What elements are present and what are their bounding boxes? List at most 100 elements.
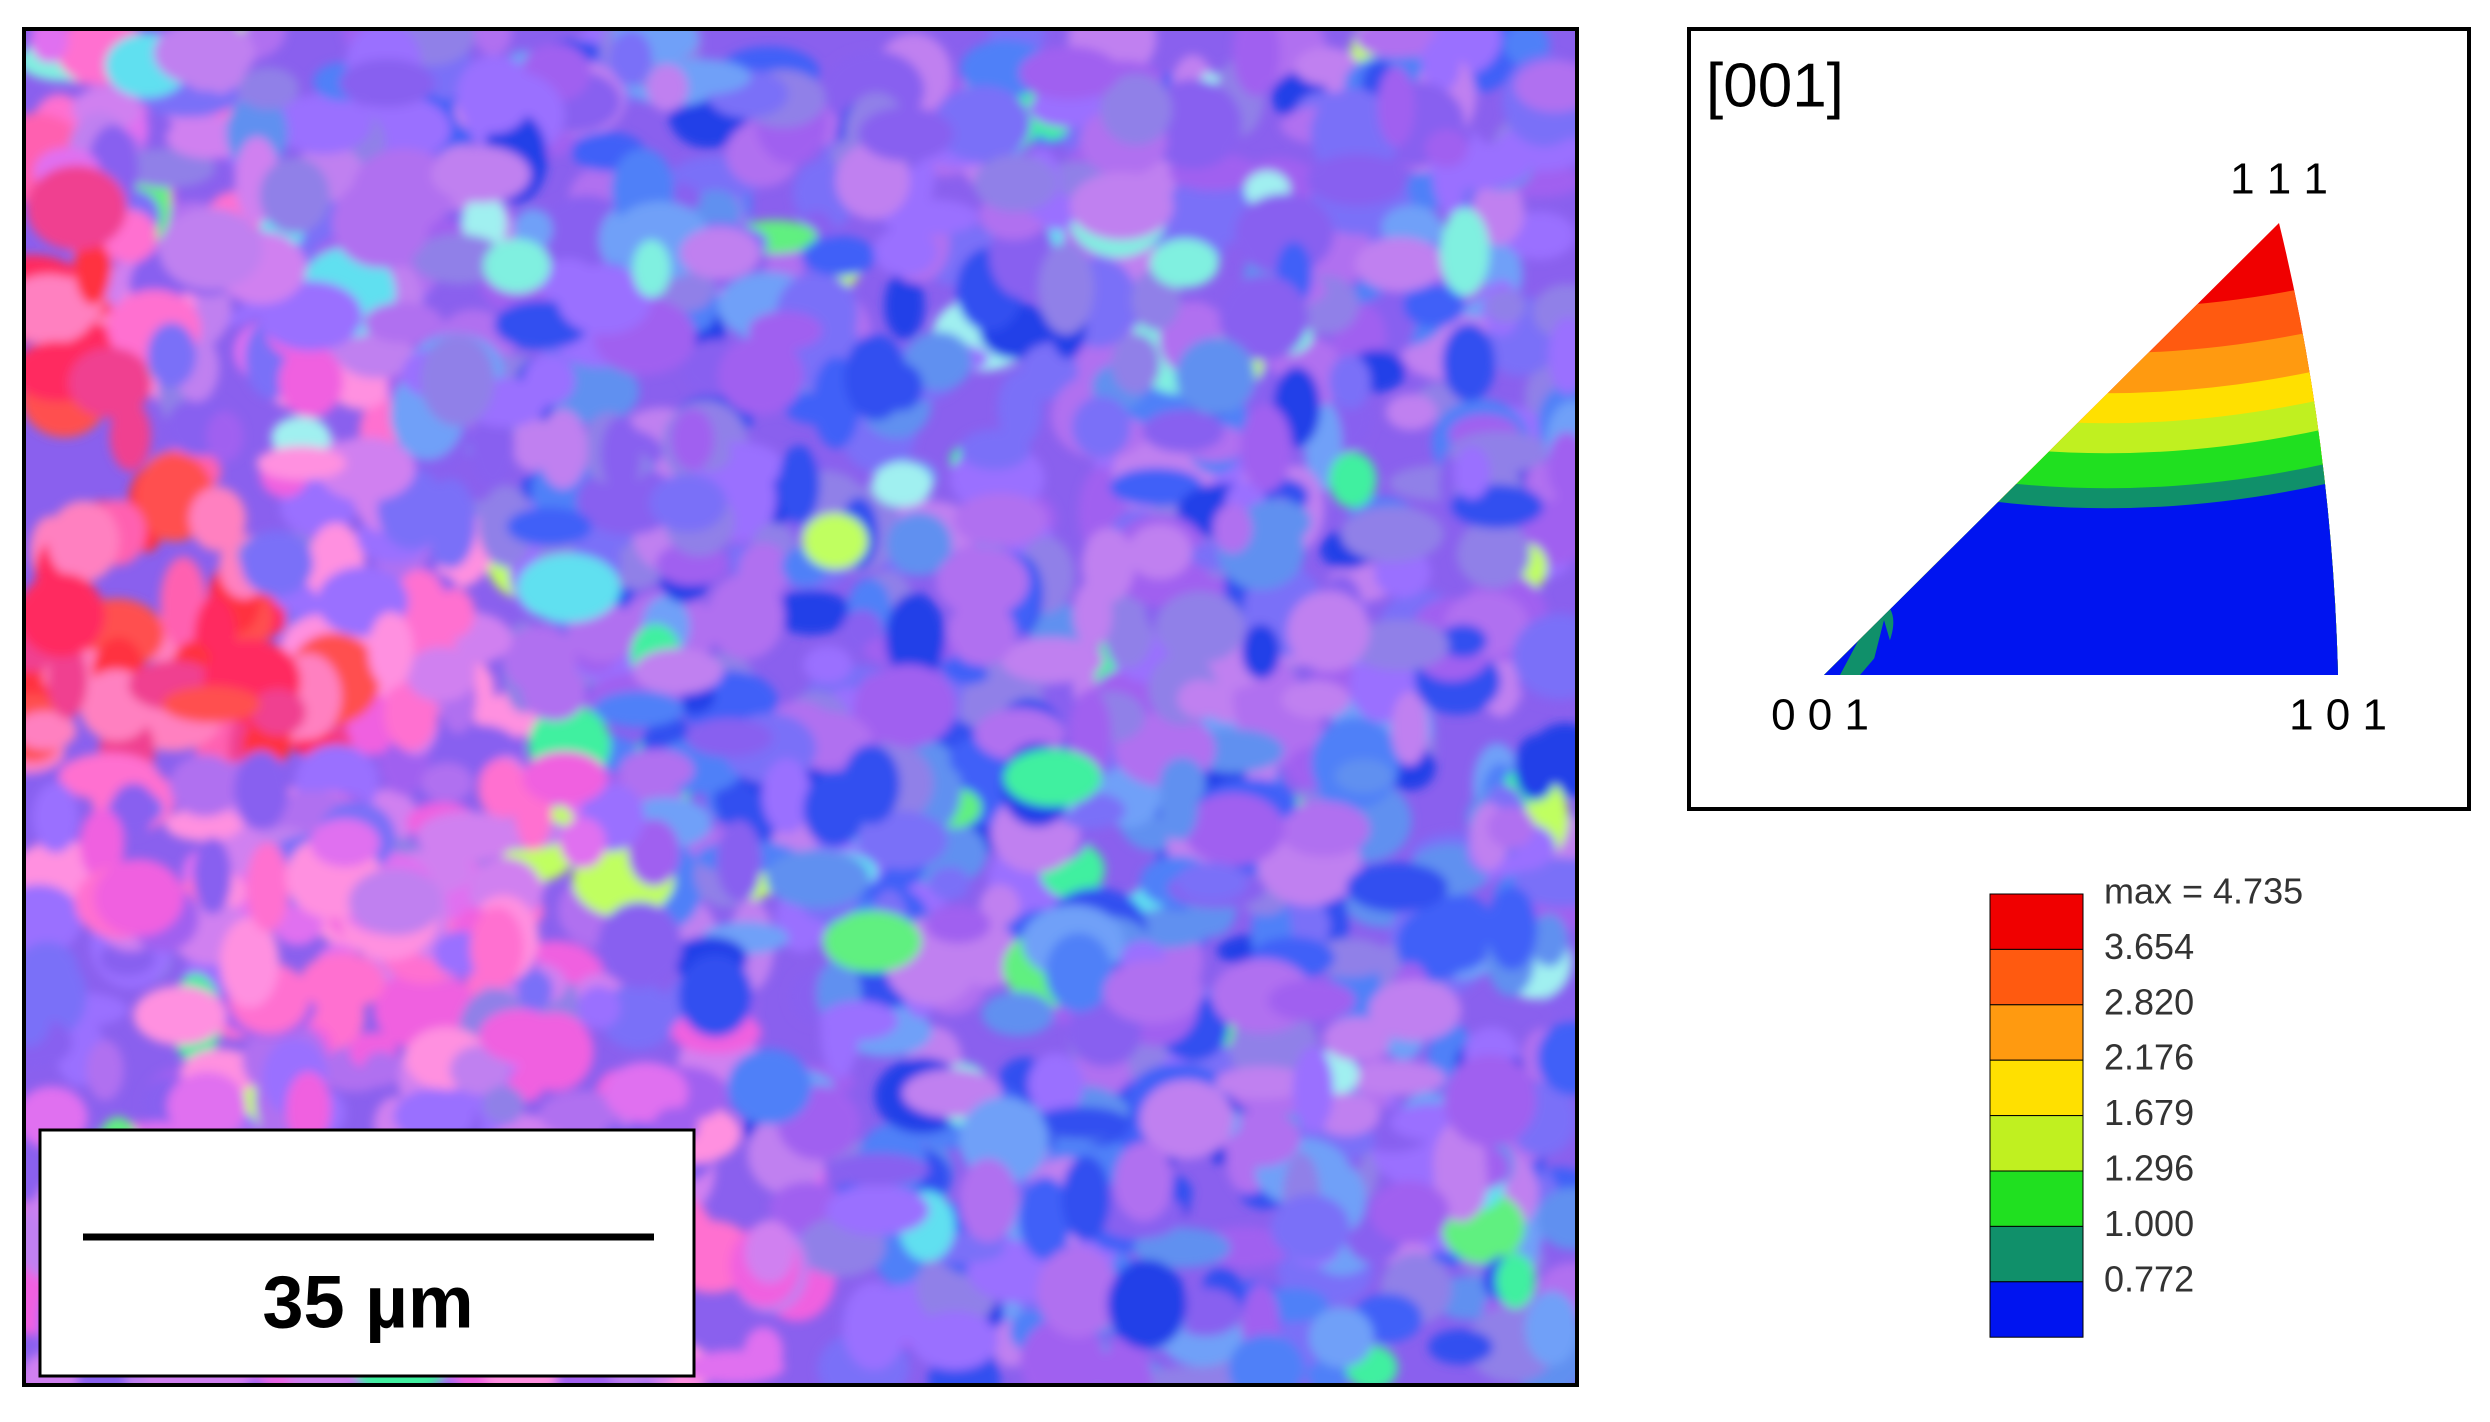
grain [1003,748,1102,807]
grain [539,1090,626,1138]
grain [947,600,1016,666]
grain [1028,1053,1084,1116]
grain [1069,172,1174,241]
grain [1514,734,1557,801]
grain [449,1045,510,1095]
grain [1214,1066,1312,1100]
grain [24,884,82,956]
grain [871,461,933,507]
grain [516,969,553,1011]
grain [32,782,79,853]
grain [517,553,621,623]
grain [860,664,957,747]
grain [1548,316,1577,395]
grain [1525,1291,1577,1366]
grain [1547,431,1577,500]
grain [110,783,157,835]
grain [165,807,243,842]
grain [1396,908,1473,982]
grain [30,29,69,63]
grain [718,335,804,416]
grain [842,1282,906,1371]
legend-swatch [1989,1170,2084,1227]
pole-figure-direction: [001] [1706,51,1844,120]
grain [902,1068,1002,1118]
grain [1391,691,1428,766]
grain [220,917,280,1008]
grain [560,817,606,869]
grain [745,1220,795,1284]
grain [1323,1016,1391,1061]
grain [278,345,343,418]
grain [604,1062,688,1123]
grain [1139,1079,1234,1160]
grain [1453,445,1491,500]
grain [1440,207,1490,296]
grain [1127,524,1192,580]
grain [997,370,1043,447]
grain [133,985,227,1045]
grain [26,165,127,251]
grain [762,758,811,834]
grain [844,334,908,421]
grain [193,837,232,915]
grain [886,512,952,576]
grain [671,408,715,471]
grain [601,416,641,494]
grain [1308,1306,1374,1368]
grain [803,645,853,684]
grain [1019,46,1120,100]
grain [160,556,207,649]
grain [479,1008,560,1063]
grain [628,819,680,886]
grain [802,235,877,277]
grain [24,274,96,345]
grain [716,820,762,902]
grain [1306,153,1409,207]
grain [1061,1155,1111,1242]
grain [317,437,416,502]
grain [825,1184,930,1236]
grain [1175,337,1256,415]
grain [47,640,88,719]
grain [1267,979,1356,1022]
grain [506,507,593,546]
grain [973,154,1059,212]
grain [246,842,289,932]
grain [1100,73,1173,146]
grain [94,859,184,937]
scale-bar-label: 35 µm [262,1261,473,1344]
grain [778,445,820,524]
legend-swatch [1989,893,2084,950]
grain [1109,467,1204,507]
grain [819,1000,899,1041]
grain [1512,613,1577,699]
grain [1139,1366,1236,1385]
grain [1346,1060,1447,1096]
grain [368,611,414,689]
grain [1514,60,1577,113]
grain [167,1071,247,1142]
grain [522,663,587,721]
grain [68,347,152,418]
grain [802,513,868,570]
grain [1232,29,1280,97]
grain [632,239,671,298]
grain [1377,66,1415,147]
grain [1514,857,1577,908]
grain [300,953,386,1011]
grain [405,647,476,702]
grain [593,691,685,727]
grain [1368,979,1462,1041]
grain [678,954,753,1038]
grain [240,530,314,597]
legend-swatch [1989,1225,2084,1283]
grain [79,808,125,881]
grain [189,486,246,551]
pole-figure-frame [1687,27,2471,811]
grain [86,1039,124,1101]
legend-swatch [1989,948,2084,1006]
grain [24,942,79,995]
grain [109,401,152,472]
grain [119,148,216,188]
